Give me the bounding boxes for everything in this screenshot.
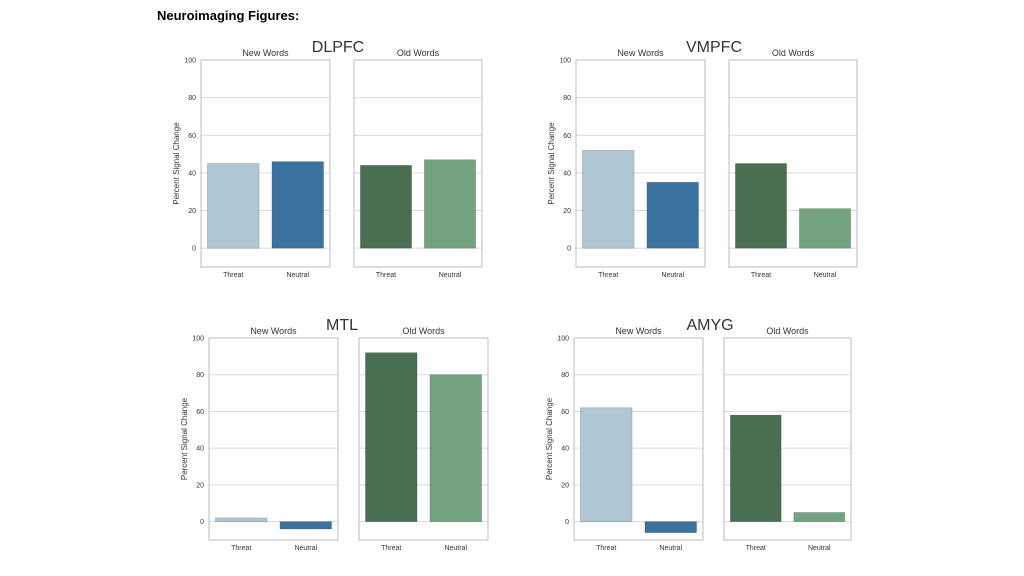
bar-neutral — [279, 521, 332, 530]
panel-new-words: New Words Threat Neutral — [575, 48, 706, 279]
x-tick-label: Neutral — [659, 545, 682, 552]
y-tick-label: 100 — [192, 336, 204, 343]
panel-frame — [573, 337, 704, 541]
bar-threat — [580, 407, 633, 522]
y-tick-label: 40 — [196, 446, 204, 453]
bar-neutral — [799, 208, 851, 249]
y-tick-label: 60 — [563, 133, 571, 140]
bar-threat — [215, 517, 268, 522]
chart-title: VMPFC — [686, 39, 742, 56]
bar-threat — [730, 414, 782, 522]
y-tick-label: 0 — [567, 246, 571, 253]
bar-threat — [365, 352, 418, 522]
chart-vmpfc: VMPFC Percent Signal Change 0 20 40 60 80 100 Ne… — [547, 39, 858, 279]
y-tick-label: 60 — [196, 409, 204, 416]
chart-title: MTL — [326, 317, 358, 334]
bar-threat — [207, 163, 260, 249]
panel-title: New Words — [617, 48, 664, 58]
y-tick-label: 100 — [557, 336, 569, 343]
y-tick-label: 40 — [188, 170, 196, 177]
x-tick-label: Threat — [381, 545, 401, 552]
y-tick-label: 0 — [200, 519, 204, 526]
panel-title: New Words — [615, 326, 662, 336]
bar-neutral — [424, 159, 476, 249]
panel-title: Old Words — [766, 326, 809, 336]
y-axis-label: Percent Signal Change — [545, 397, 554, 480]
chart-amyg: AMYG Percent Signal Change 0 20 40 60 80 100 New… — [545, 317, 852, 552]
panel-new-words: New Words Threat Neutral — [573, 326, 704, 552]
chart-title: AMYG — [686, 317, 733, 334]
y-tick-label: 20 — [561, 482, 569, 489]
y-tick-label: 80 — [188, 95, 196, 102]
panel-frame — [575, 59, 706, 268]
y-tick-label: 100 — [559, 58, 571, 65]
x-tick-label: Threat — [231, 545, 251, 552]
y-tick-label: 80 — [563, 95, 571, 102]
y-tick-label: 20 — [563, 208, 571, 215]
bar-neutral — [793, 512, 845, 522]
y-tick-label: 40 — [563, 170, 571, 177]
panel-old-words: Old Words Threat Neutral — [353, 48, 483, 279]
page-heading: Neuroimaging Figures: — [157, 8, 300, 23]
y-tick-label: 40 — [561, 446, 569, 453]
y-tick-label: 100 — [184, 58, 196, 65]
panel-title: Old Words — [772, 48, 815, 58]
panel-title: New Words — [242, 48, 289, 58]
x-tick-label: Neutral — [814, 272, 837, 279]
y-tick-label: 80 — [561, 372, 569, 379]
x-tick-label: Threat — [746, 545, 766, 552]
y-tick-label: 20 — [196, 482, 204, 489]
panel-new-words: New Words Threat Neutral — [208, 326, 339, 552]
panel-new-words: New Words Threat Neutral — [200, 48, 331, 279]
x-tick-label: Threat — [223, 272, 243, 279]
y-tick-label: 0 — [565, 519, 569, 526]
panel-frame — [728, 59, 858, 268]
panel-frame — [208, 337, 339, 541]
x-tick-label: Threat — [596, 545, 616, 552]
bar-neutral — [271, 161, 324, 249]
x-tick-label: Neutral — [286, 272, 309, 279]
y-axis-label: Percent Signal Change — [172, 122, 181, 205]
panel-frame — [723, 337, 852, 541]
y-axis-label: Percent Signal Change — [547, 122, 556, 205]
y-tick-label: 60 — [561, 409, 569, 416]
panel-old-words: Old Words Threat Neutral — [358, 326, 489, 552]
x-tick-label: Neutral — [294, 545, 317, 552]
panel-title: Old Words — [397, 48, 440, 58]
y-tick-label: 20 — [188, 208, 196, 215]
panel-title: New Words — [250, 326, 297, 336]
y-axis-label: Percent Signal Change — [180, 397, 189, 480]
chart-title: DLPFC — [312, 39, 364, 56]
y-tick-label: 80 — [196, 372, 204, 379]
chart-mtl: MTL Percent Signal Change 0 20 40 60 80 100 New … — [180, 317, 489, 552]
x-tick-label: Threat — [598, 272, 618, 279]
chart-dlpfc: DLPFC Percent Signal Change 0 20 40 60 80 100 Ne… — [172, 39, 483, 279]
bar-threat — [360, 165, 412, 249]
x-tick-label: Neutral — [661, 272, 684, 279]
panel-frame — [353, 59, 483, 268]
panel-old-words: Old Words Threat Neutral — [728, 48, 858, 279]
panel-title: Old Words — [402, 326, 445, 336]
x-tick-label: Threat — [751, 272, 771, 279]
panel-frame — [358, 337, 489, 541]
x-tick-label: Neutral — [444, 545, 467, 552]
panel-old-words: Old Words Threat Neutral — [723, 326, 852, 552]
x-tick-label: Neutral — [439, 272, 462, 279]
x-tick-label: Threat — [376, 272, 396, 279]
y-tick-label: 60 — [188, 133, 196, 140]
bar-threat — [735, 163, 787, 249]
bar-neutral — [646, 182, 699, 249]
panel-frame — [200, 59, 331, 268]
bar-threat — [582, 150, 635, 249]
bar-neutral — [429, 374, 482, 522]
x-tick-label: Neutral — [808, 545, 831, 552]
bar-neutral — [644, 521, 697, 533]
y-tick-label: 0 — [192, 246, 196, 253]
